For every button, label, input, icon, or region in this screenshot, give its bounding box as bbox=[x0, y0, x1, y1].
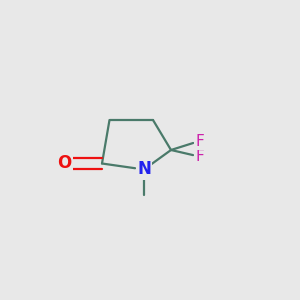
Text: N: N bbox=[137, 160, 151, 178]
Text: F: F bbox=[195, 134, 204, 148]
Text: O: O bbox=[57, 154, 72, 172]
Text: F: F bbox=[195, 149, 204, 164]
